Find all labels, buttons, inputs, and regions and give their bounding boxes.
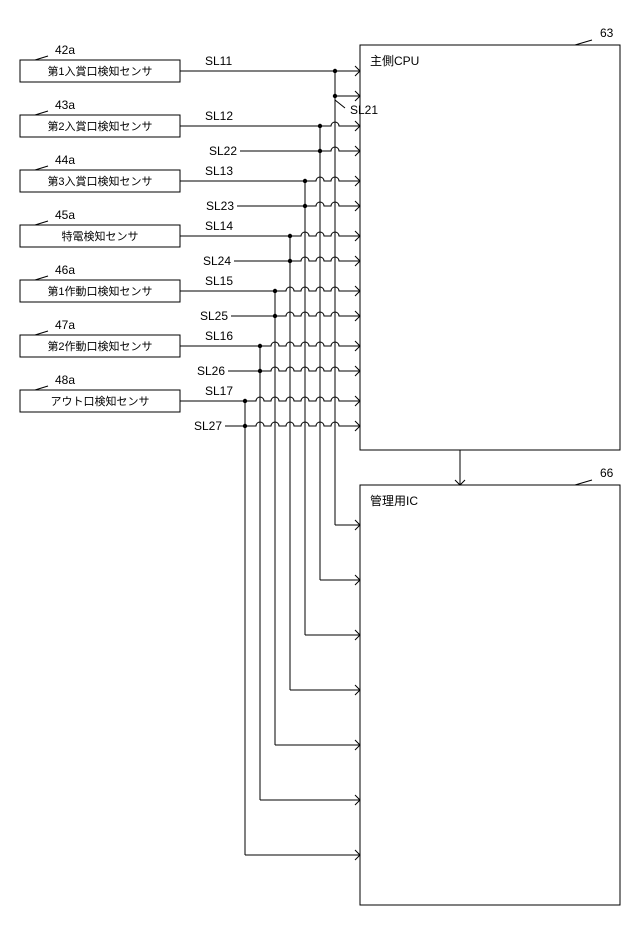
wiring-diagram: 主側CPU 63 管理用IC 66 第1入賞口検知センサ 42a SL11 SL21 第2入賞口… — [0, 0, 640, 934]
sl1-label: SL16 — [205, 329, 233, 343]
cpu-id: 63 — [600, 26, 614, 40]
sl2-label: SL24 — [203, 254, 231, 268]
sl2-label: SL23 — [206, 199, 234, 213]
sensor-id: 42a — [55, 43, 75, 57]
sl1-label: SL11 — [205, 54, 232, 68]
wire-sl2-cpu — [305, 181, 360, 206]
ic-label: 管理用IC — [370, 493, 418, 508]
sensor-label: 第2入賞口検知センサ — [47, 119, 152, 133]
sensor-label: 第1入賞口検知センサ — [47, 64, 152, 78]
sl2-label: SL21 — [350, 103, 378, 117]
sensor-id: 46a — [55, 263, 75, 277]
sl2-label: SL26 — [197, 364, 225, 378]
sensor-id: 48a — [55, 373, 75, 387]
sl1-label: SL13 — [205, 164, 233, 178]
sensor-label: 第2作動口検知センサ — [47, 339, 152, 353]
sl1-label: SL12 — [205, 109, 233, 123]
sl2-label: SL25 — [200, 309, 228, 323]
sensor-label: 第3入賞口検知センサ — [47, 174, 152, 188]
sl1-label: SL15 — [205, 274, 233, 288]
sensor-id: 47a — [55, 318, 75, 332]
sl1-label: SL17 — [205, 384, 233, 398]
sensor-label: 第1作動口検知センサ — [47, 284, 152, 298]
sensor-id: 45a — [55, 208, 75, 222]
cpu-label: 主側CPU — [370, 54, 419, 68]
ic-box — [360, 485, 620, 905]
sl1-label: SL14 — [205, 219, 233, 233]
cpu-box — [360, 45, 620, 450]
ic-id: 66 — [600, 466, 614, 480]
wire-sl2-cpu — [290, 236, 360, 261]
sensor-label: アウト口検知センサ — [51, 394, 150, 408]
sensor-id: 44a — [55, 153, 75, 167]
sensor-id: 43a — [55, 98, 75, 112]
sensor-label: 特電検知センサ — [62, 229, 139, 243]
sl2-label: SL27 — [194, 419, 222, 433]
sl2-label: SL22 — [209, 144, 237, 158]
wire-sl2-cpu — [245, 401, 360, 426]
wire-sl2-cpu — [320, 126, 360, 151]
wire-sl2-cpu — [275, 291, 360, 316]
